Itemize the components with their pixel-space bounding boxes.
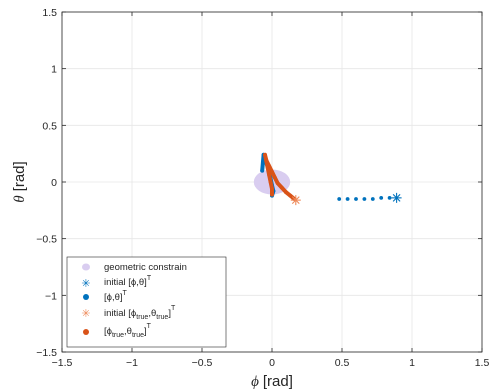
x-axis-unit: [rad] <box>263 373 293 390</box>
initial-estimate-marker <box>391 192 402 203</box>
true-trajectory-line <box>263 152 297 201</box>
true-point <box>264 159 269 164</box>
legend-true-sup: T <box>147 323 152 330</box>
legend-box <box>66 256 227 348</box>
true-point <box>270 169 274 174</box>
legend-initial-true-sub2: true <box>156 314 168 321</box>
x-tick-label: 1 <box>409 357 415 369</box>
estimate-point <box>362 197 367 201</box>
y-axis-symbol: θ <box>12 195 28 203</box>
x-axis-label: ϕ [rad] <box>251 373 293 390</box>
x-tick-label: 0 <box>269 357 275 369</box>
legend-label-true: [ϕtrue,θtrue]T <box>104 323 152 339</box>
estimate-point <box>354 197 358 201</box>
y-tick-label: 0.5 <box>42 120 57 132</box>
estimate-point <box>260 168 265 173</box>
legend: geometric constrain ✳ initial [ϕ,θ]T [ϕ,… <box>66 256 227 348</box>
true-point <box>270 186 274 191</box>
y-tick-label: 1 <box>51 64 57 76</box>
x-tick-label: 0.5 <box>335 357 350 369</box>
y-tick-label: 0 <box>51 177 57 189</box>
legend-initial-true-prefix: initial [ϕ <box>104 308 136 319</box>
estimate-point <box>387 195 392 200</box>
y-tick-label: −1.5 <box>36 347 57 359</box>
legend-initial-true-close: ] <box>168 308 171 319</box>
true-point <box>279 185 284 190</box>
legend-initial-true-mid: ,θ <box>148 308 156 319</box>
true-point <box>288 193 293 198</box>
x-tick-label: −0.5 <box>192 357 213 369</box>
true-point <box>270 192 274 197</box>
legend-marker-initial-est: ✳ <box>81 277 90 290</box>
estimate-point <box>370 197 375 201</box>
y-tick-label: −0.5 <box>36 234 57 246</box>
data-layer <box>253 152 402 206</box>
legend-initial-true-sup: T <box>171 305 176 312</box>
estimate-point <box>337 197 342 201</box>
true-point <box>272 175 277 180</box>
y-axis-label: θ [rad] <box>11 161 28 202</box>
legend-initial-est-sup: T <box>147 275 152 282</box>
legend-true-mid: ,θ <box>124 326 132 337</box>
legend-label-constraint: geometric constrain <box>104 262 187 273</box>
legend-true-sub2: true <box>132 332 144 339</box>
legend-initial-true-sub1: true <box>136 314 148 321</box>
x-axis-symbol: ϕ <box>251 374 259 390</box>
true-point <box>263 152 267 157</box>
legend-true-prefix: [ϕ <box>104 326 112 337</box>
legend-est-text: [ϕ,θ] <box>104 292 123 303</box>
estimate-point <box>345 197 350 201</box>
legend-est-sup: T <box>123 290 128 297</box>
y-axis-unit: [rad] <box>11 161 28 191</box>
y-tick-label: 1.5 <box>42 7 57 19</box>
x-tick-label: −1 <box>126 357 138 369</box>
x-tick-label: 1.5 <box>475 357 490 369</box>
legend-label-initial-true: initial [ϕtrue,θtrue]T <box>104 305 176 321</box>
legend-true-close: ] <box>144 326 147 337</box>
initial-true-marker-stroke <box>291 196 300 205</box>
true-point <box>268 180 273 184</box>
true-point <box>275 181 280 186</box>
legend-true-sub1: true <box>112 332 124 339</box>
initial-true-marker <box>290 195 301 206</box>
legend-marker-est <box>83 294 89 300</box>
true-point <box>284 190 288 195</box>
initial-estimate-marker-stroke <box>392 193 401 202</box>
legend-label-initial-est: initial [ϕ,θ]T <box>104 275 152 288</box>
true-point <box>267 173 272 178</box>
y-tick-label: −1 <box>45 290 57 302</box>
x-tick-label: −1.5 <box>52 357 73 369</box>
legend-label-est: [ϕ,θ]T <box>104 290 128 303</box>
legend-marker-true <box>83 329 89 335</box>
true-point <box>265 166 270 171</box>
legend-marker-initial-true: ✳ <box>81 307 90 320</box>
legend-initial-est-text: initial [ϕ,θ] <box>104 277 147 288</box>
estimate-point <box>379 195 384 200</box>
axis-ticks: −1.5 −1 −0.5 0 0.5 1 1.5 −1.5 −1 −0.5 0 0.5 1 1.5 <box>36 7 489 369</box>
legend-marker-constraint <box>82 263 90 271</box>
